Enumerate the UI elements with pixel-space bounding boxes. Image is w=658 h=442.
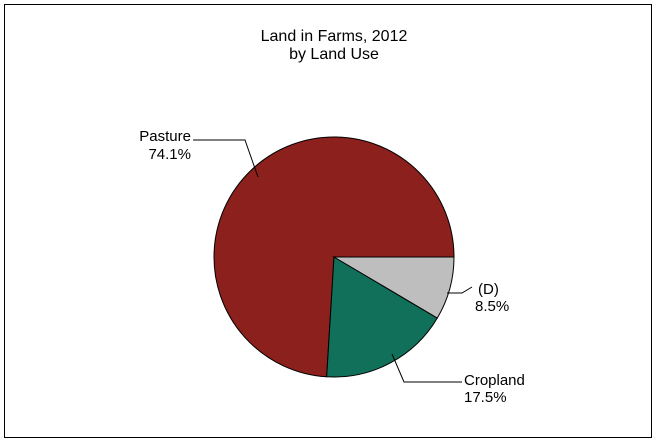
pasture-label: Pasture xyxy=(139,128,191,145)
chart-title: Land in Farms, 2012 xyxy=(261,28,408,45)
cropland-percent: 17.5% xyxy=(464,389,507,406)
slice-label-cropland: Cropland 17.5% xyxy=(391,353,525,406)
slice-label-pasture: Pasture 74.1% xyxy=(139,128,259,178)
pasture-percent: 74.1% xyxy=(148,146,191,163)
d-leader-line xyxy=(447,286,473,294)
d-label: (D) xyxy=(478,281,499,298)
slice-label-d: (D) 8.5% xyxy=(447,281,509,315)
pie-slices xyxy=(213,136,455,378)
pie-slice-d xyxy=(332,256,455,319)
d-percent: 8.5% xyxy=(475,298,509,315)
chart-subtitle: by Land Use xyxy=(289,46,379,63)
cropland-leader-line xyxy=(391,353,462,383)
cropland-label: Cropland xyxy=(464,372,525,389)
pasture-leader-line xyxy=(193,139,259,178)
pie-slice-cropland xyxy=(326,256,439,378)
